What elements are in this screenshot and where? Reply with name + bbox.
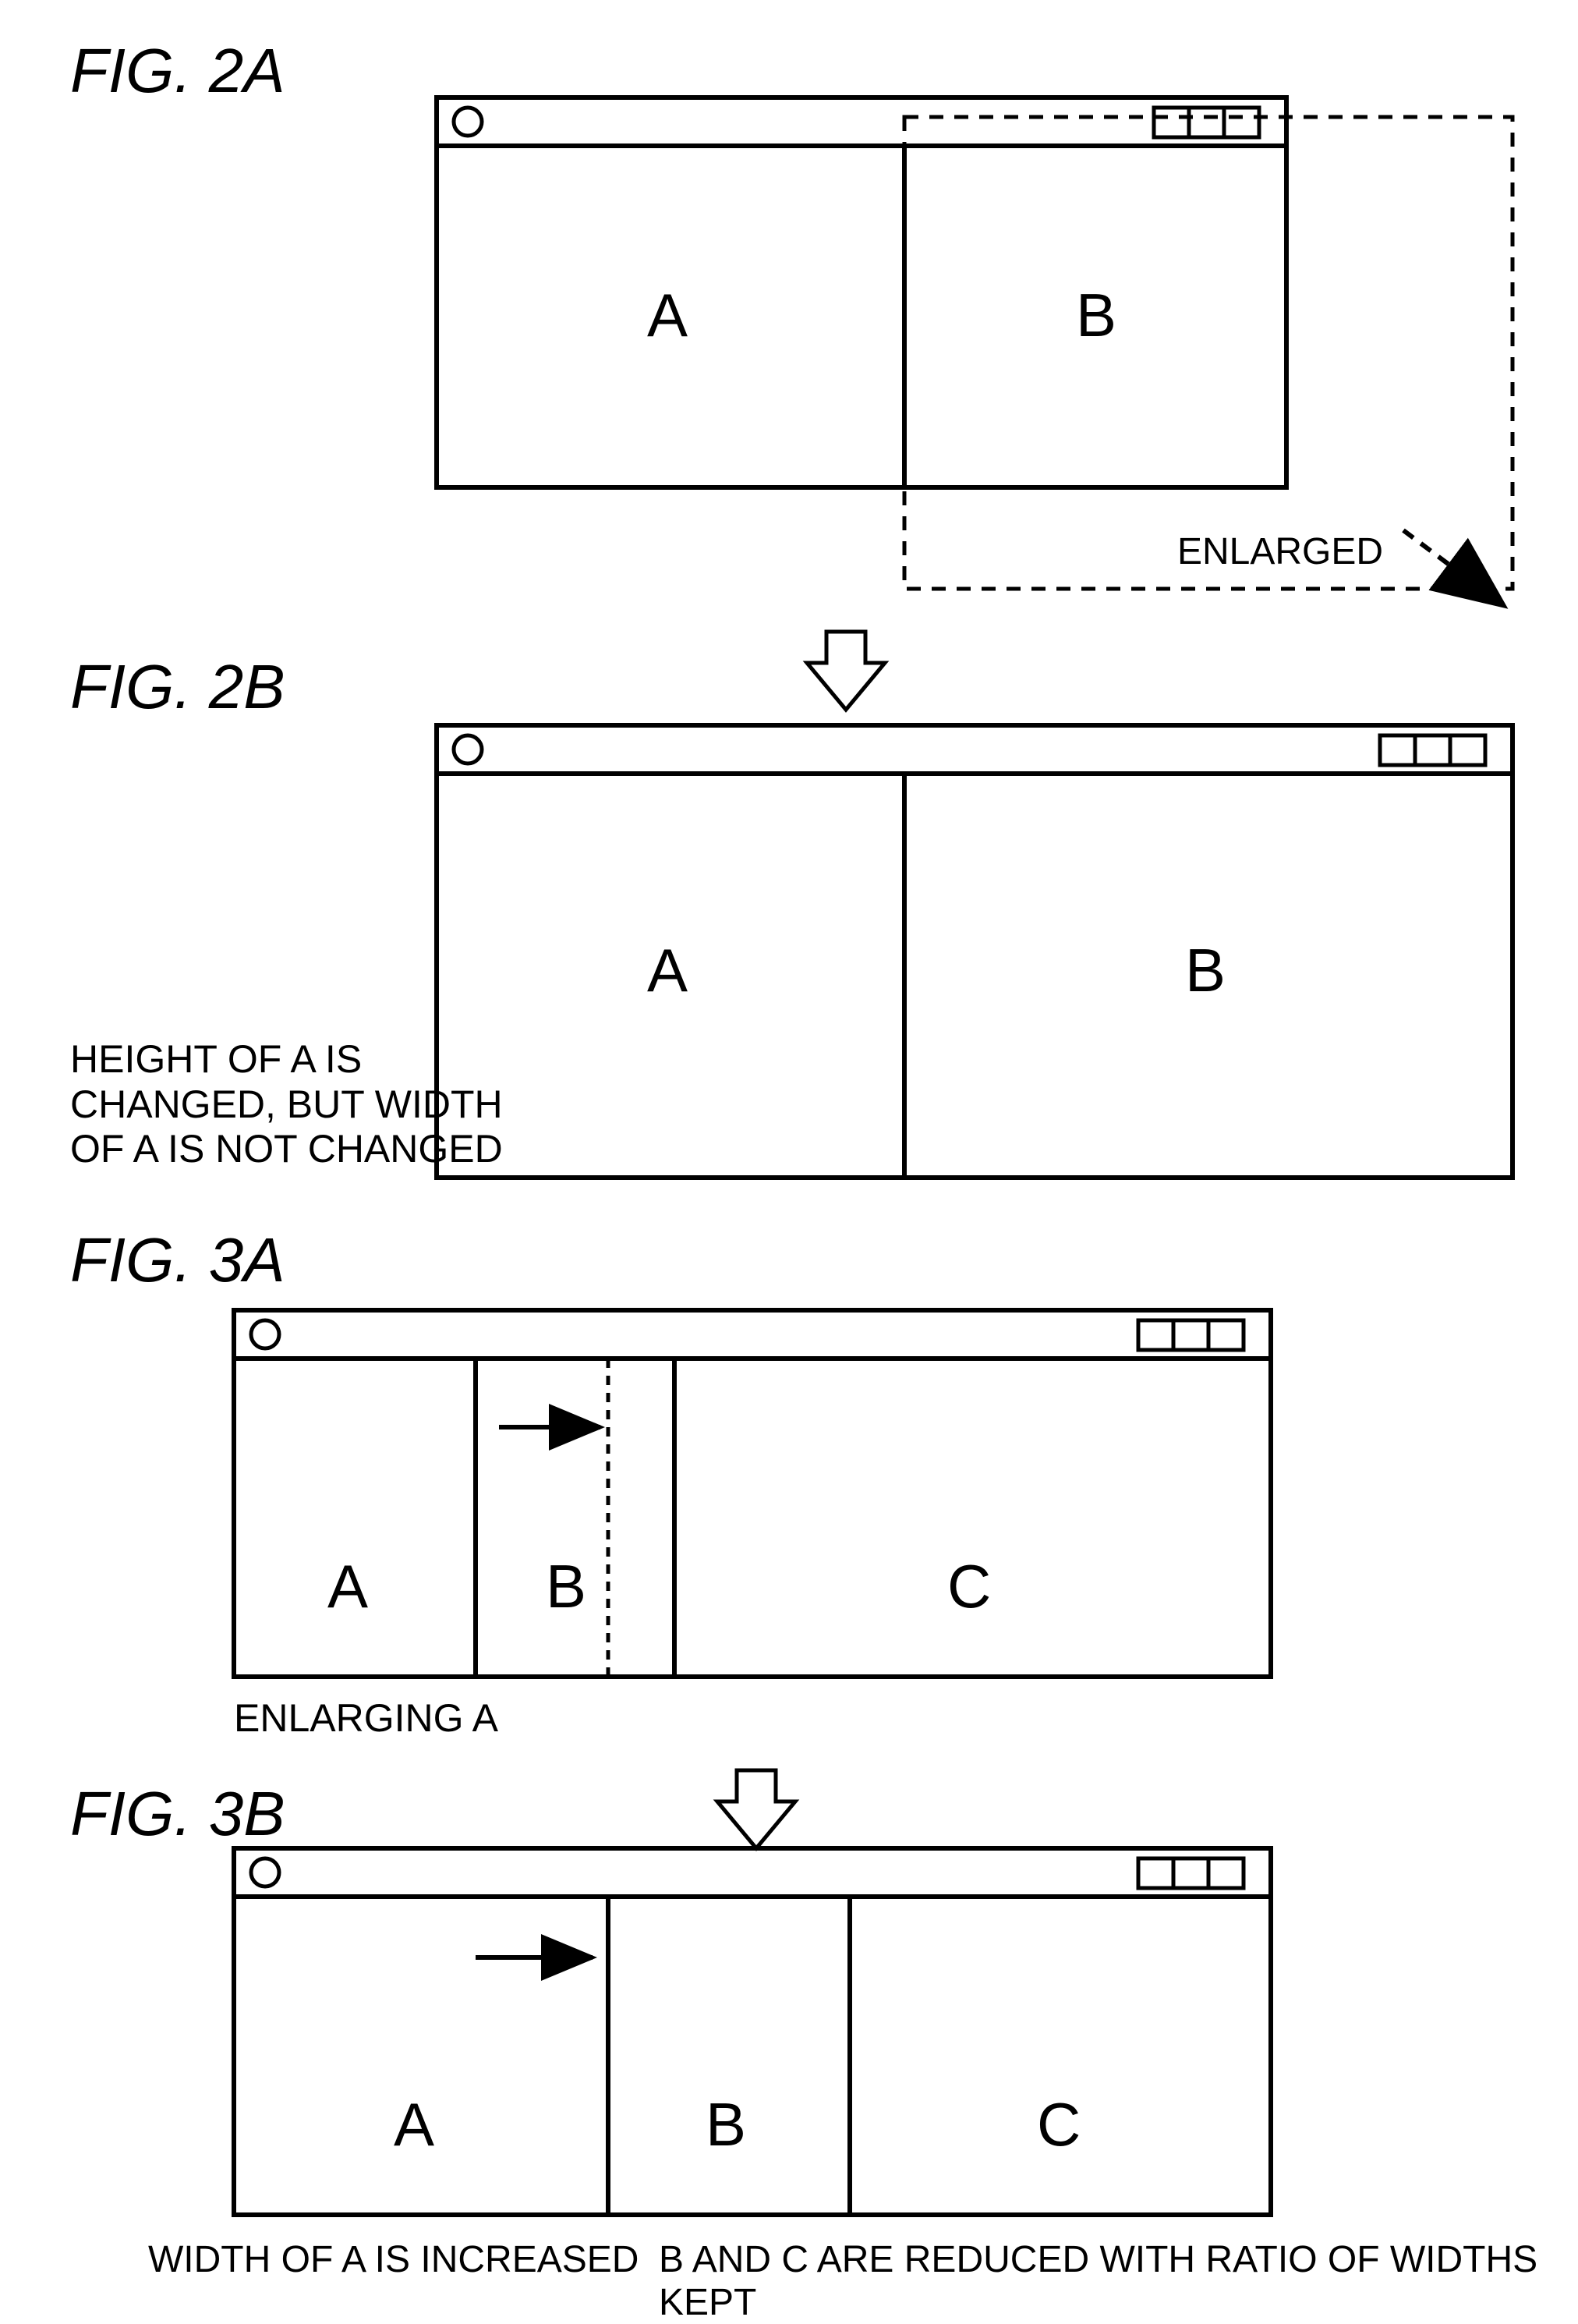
fig-3b-bottom-note-right: B AND C ARE REDUCED WITH RATIO OF WIDTHS… (659, 2238, 1578, 2324)
window-menu-icon (251, 1858, 279, 1886)
page-root: FIG. 2A FIG. 2B FIG. 3A FIG. 3B ENLARGED… (0, 0, 1578, 2250)
fig-2a-window (437, 97, 1286, 487)
window-control-icon (1224, 108, 1259, 137)
window-menu-icon (454, 108, 482, 136)
transition-arrow-icon (807, 632, 885, 710)
transition-arrow-icon (717, 1770, 795, 1848)
fig-3b-window (234, 1848, 1271, 2215)
window-control-icon (1380, 735, 1415, 765)
window-control-icon (1189, 108, 1224, 137)
window-control-icon (1450, 735, 1485, 765)
window-control-icon (1138, 1320, 1173, 1350)
window-control-icon (1208, 1320, 1244, 1350)
window-control-icon (1154, 108, 1189, 137)
fig-2a-enlarged-outline (904, 117, 1513, 589)
window-control-icon (1208, 1858, 1244, 1888)
window-control-icon (1173, 1858, 1208, 1888)
diagram-svg (0, 0, 1578, 2250)
fig-3a-window (234, 1310, 1271, 1677)
window-control-icon (1173, 1320, 1208, 1350)
window-menu-icon (454, 735, 482, 763)
window-menu-icon (251, 1320, 279, 1348)
fig-2b-window (437, 725, 1513, 1178)
window-control-icon (1138, 1858, 1173, 1888)
window-control-icon (1415, 735, 1450, 765)
